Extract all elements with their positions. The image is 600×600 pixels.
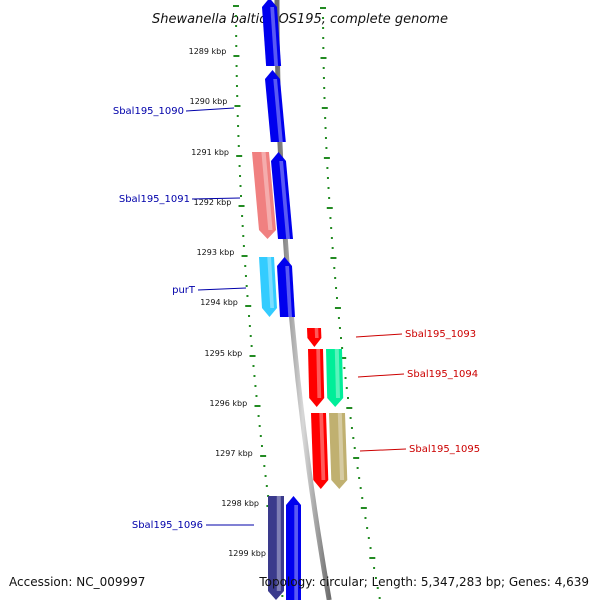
- gene-arrow[interactable]: [329, 413, 348, 489]
- gene-arrow-highlight: [279, 161, 290, 239]
- gene-arrow[interactable]: [311, 413, 329, 489]
- gene-arrow-highlight: [276, 496, 281, 591]
- ruler-label: 1295 kbp: [205, 349, 243, 358]
- genome-summary-text: Topology: circular; Length: 5,347,283 bp…: [258, 575, 589, 589]
- ruler-label: 1291 kbp: [191, 148, 229, 157]
- gene-arrow[interactable]: [307, 328, 322, 347]
- leader-line: [357, 373, 405, 378]
- leader-line: [359, 448, 407, 452]
- gene-arrow[interactable]: [326, 349, 344, 407]
- gene-arrow-highlight: [314, 328, 319, 338]
- ruler-label: 1299 kbp: [228, 549, 266, 558]
- gene-arrow[interactable]: [308, 349, 325, 407]
- gene-arrow-highlight: [273, 79, 283, 142]
- ruler: 1289 kbp 1290 kbp 1291 kbp 1292 kbp 1293 kbp…: [189, 47, 266, 558]
- gene-arrow[interactable]: [252, 152, 276, 239]
- gene-arrow-highlight: [267, 257, 274, 308]
- gene-arrow[interactable]: [259, 257, 277, 317]
- gene-label[interactable]: Sbal195_1096: [132, 520, 203, 531]
- accession-text: Accession: NC_009997: [9, 575, 145, 589]
- leader-line: [355, 333, 403, 338]
- ruler-label: 1294 kbp: [200, 298, 238, 307]
- map-title: Shewanella baltica OS195, complete genom…: [152, 12, 448, 27]
- ruler-label: 1289 kbp: [189, 47, 227, 56]
- gene-arrow-highlight: [334, 349, 340, 398]
- ruler-label: 1298 kbp: [221, 499, 259, 508]
- gene-label[interactable]: Sbal195_1094: [407, 369, 478, 380]
- gene-track: [252, 0, 348, 600]
- gene-arrow-highlight: [319, 413, 326, 480]
- gene-labels: Sbal195_1090 Sbal195_1091 purT Sbal195_1093…: [113, 106, 480, 531]
- gene-arrow-highlight: [294, 505, 298, 600]
- gene-label[interactable]: purT: [172, 285, 196, 296]
- gene-label[interactable]: Sbal195_1091: [119, 194, 190, 205]
- gene-arrow[interactable]: [265, 70, 286, 142]
- inner-tick-ring: [320, 7, 381, 599]
- gene-arrow-highlight: [285, 266, 292, 317]
- gene-arrow[interactable]: [277, 257, 295, 317]
- gene-label[interactable]: Sbal195_1090: [113, 106, 184, 117]
- leader-line: [197, 287, 247, 291]
- gene-arrow-highlight: [261, 152, 273, 230]
- ruler-label: 1296 kbp: [209, 399, 247, 408]
- gene-arrow-highlight: [337, 413, 345, 480]
- gene-arrow[interactable]: [286, 496, 301, 600]
- ruler-label: 1297 kbp: [215, 449, 253, 458]
- leader-line: [191, 197, 241, 200]
- ruler-label: 1292 kbp: [194, 198, 232, 207]
- gene-arrow[interactable]: [268, 496, 284, 600]
- gene-label[interactable]: Sbal195_1095: [409, 444, 480, 455]
- gene-arrow-highlight: [316, 349, 322, 398]
- ruler-label: 1293 kbp: [197, 248, 235, 257]
- leader-line: [185, 107, 235, 112]
- gene-arrow[interactable]: [262, 0, 282, 66]
- ruler-label: 1290 kbp: [190, 97, 228, 106]
- gene-label[interactable]: Sbal195_1093: [405, 329, 476, 340]
- gene-arrow-highlight: [270, 7, 279, 66]
- gene-arrow[interactable]: [271, 152, 293, 239]
